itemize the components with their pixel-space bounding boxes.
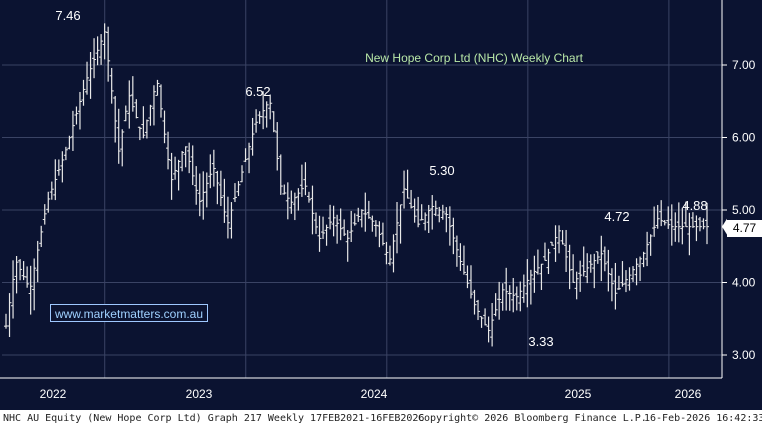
y-tick-label: 4.00 [732, 276, 756, 290]
y-tick-label: 5.00 [732, 203, 756, 217]
footer-copyright: Copyright© 2026 Bloomberg Finance L.P. [418, 413, 647, 424]
last-price-badge: 4.77 [727, 220, 762, 237]
peak-annotation: 5.30 [429, 163, 454, 178]
x-tick-label: 2026 [675, 387, 702, 401]
footer-bar: NHC AU Equity (New Hope Corp Ltd) Graph … [0, 410, 762, 428]
y-tick-label: 6.00 [732, 131, 756, 145]
footer-timestamp: 16-Feb-2026 16:42:33 [644, 413, 762, 424]
peak-annotation: 6.52 [245, 84, 270, 99]
x-tick-label: 2025 [565, 387, 592, 401]
last-price-pointer [722, 218, 727, 235]
peak-annotation: 4.72 [604, 209, 629, 224]
watermark-label: www.marketmatters.com.au [50, 304, 208, 322]
peak-annotation: 3.33 [528, 334, 553, 349]
chart-title: New Hope Corp Ltd (NHC) Weekly Chart [365, 51, 584, 65]
x-tick-label: 2023 [186, 387, 213, 401]
y-tick-label: 3.00 [732, 348, 756, 362]
x-tick-label: 2024 [361, 387, 388, 401]
peak-annotation: 7.46 [55, 8, 80, 23]
label-layer: 7.00 6.00 5.00 4.00 3.00 2022 2023 2024 2025 2026… [40, 8, 756, 401]
footer-security: NHC AU Equity (New Hope Corp Ltd) Graph … [3, 413, 425, 424]
y-tick-label: 7.00 [732, 58, 756, 72]
peak-annotation: 4.88 [682, 198, 707, 213]
x-tick-label: 2022 [40, 387, 67, 401]
price-bars [4, 23, 709, 347]
